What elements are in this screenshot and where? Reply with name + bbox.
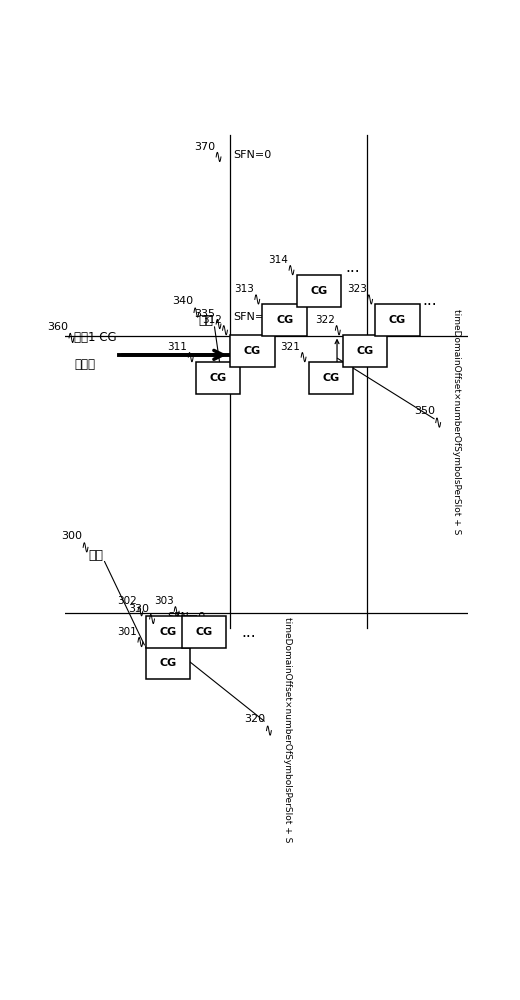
Text: 350: 350: [414, 406, 435, 416]
Text: timeDomainOffset×numberOfSymbolsPerSlot + S: timeDomainOffset×numberOfSymbolsPerSlot …: [283, 617, 292, 842]
Bar: [230, 335, 275, 367]
Text: SFN=0: SFN=0: [233, 312, 272, 322]
Text: 370: 370: [194, 142, 215, 152]
Text: timeDomainOffset×numberOfSymbolsPerSlot + S: timeDomainOffset×numberOfSymbolsPerSlot …: [452, 309, 461, 534]
Text: 300: 300: [61, 531, 82, 541]
Text: 302: 302: [118, 596, 137, 606]
Text: ...: ...: [241, 625, 256, 640]
Text: CG: CG: [389, 315, 406, 325]
Bar: [375, 304, 420, 336]
Text: 335: 335: [194, 309, 215, 319]
Text: 314: 314: [268, 255, 288, 265]
Bar: [309, 362, 353, 394]
Text: 320: 320: [244, 714, 266, 724]
Text: 323: 323: [347, 284, 367, 294]
Text: ...: ...: [422, 293, 437, 308]
Text: CG: CG: [210, 373, 227, 383]
Text: 322: 322: [315, 315, 334, 325]
Text: CG: CG: [159, 627, 176, 637]
Text: 303: 303: [153, 596, 173, 606]
Text: 360: 360: [47, 322, 68, 332]
Text: 周期: 周期: [199, 314, 214, 327]
Text: ...: ...: [346, 260, 360, 275]
Text: 313: 313: [234, 284, 254, 294]
Text: CG: CG: [276, 315, 293, 325]
Text: 301: 301: [118, 627, 137, 637]
Text: CG: CG: [196, 627, 213, 637]
Text: 340: 340: [172, 296, 193, 306]
Text: CG: CG: [159, 658, 176, 668]
Bar: [297, 275, 341, 307]
Text: 312: 312: [202, 315, 222, 325]
Bar: [196, 362, 240, 394]
Text: CG: CG: [310, 286, 328, 296]
Text: CG: CG: [357, 346, 374, 356]
Text: CG: CG: [244, 346, 261, 356]
Text: 321: 321: [280, 342, 301, 352]
Text: CG: CG: [322, 373, 340, 383]
Bar: [343, 335, 387, 367]
Text: 311: 311: [167, 342, 188, 352]
Bar: [182, 616, 226, 648]
Text: 的配置: 的配置: [74, 358, 95, 371]
Text: SFN=0: SFN=0: [167, 612, 205, 622]
Text: 330: 330: [128, 604, 149, 614]
Bar: [263, 304, 307, 336]
Bar: [146, 647, 190, 679]
Text: 类型1 CG: 类型1 CG: [74, 331, 117, 344]
Text: 周期: 周期: [88, 549, 103, 562]
Bar: [146, 616, 190, 648]
Text: SFN=0: SFN=0: [233, 150, 272, 160]
